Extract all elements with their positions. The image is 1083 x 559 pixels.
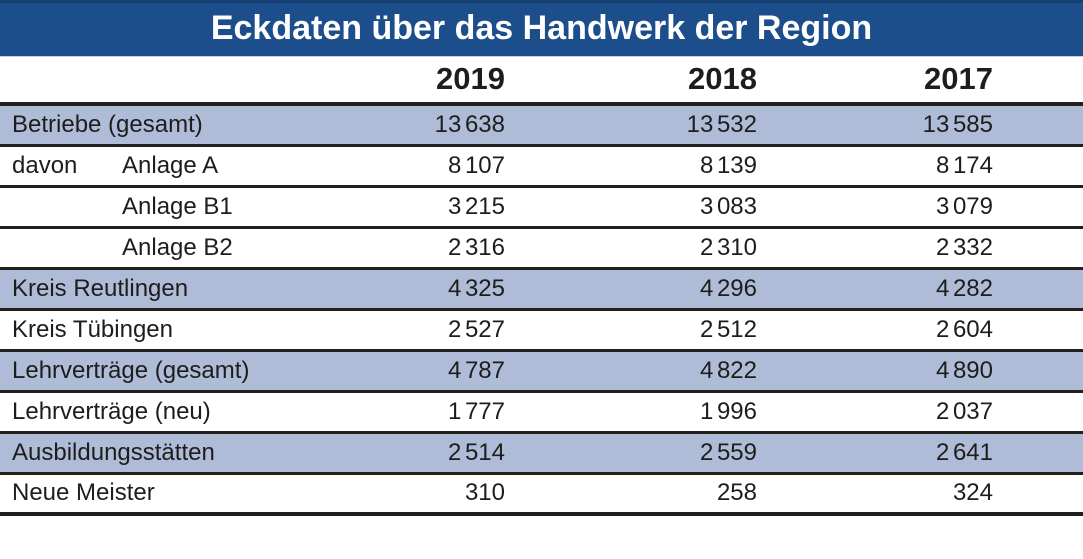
row-label: Anlage B1	[122, 192, 233, 220]
cell-2019: 2 527	[447, 315, 505, 343]
cell-2017: 2 332	[935, 233, 993, 261]
cell-2018: 2 559	[699, 438, 757, 466]
table-row-neue-meister: Neue Meister 310 258 324	[0, 473, 1083, 514]
header-spacer	[0, 57, 355, 104]
row-label: Anlage A	[122, 151, 219, 179]
cell-2017: 3 079	[935, 192, 993, 220]
cell-2019: 13 638	[434, 110, 505, 138]
cell-2019: 8 107	[447, 151, 505, 179]
cell-2018: 1 996	[699, 397, 757, 425]
cell-2018: 13 532	[686, 110, 757, 138]
table-row-kreis-tuebingen: Kreis Tübingen 2 527 2 512 2 604	[0, 309, 1083, 350]
cell-2019: 2 514	[447, 438, 505, 466]
cell-2017: 2 641	[935, 438, 993, 466]
cell-2019: 4 325	[447, 274, 505, 302]
table-row-lehrvertraege-neu: Lehrverträge (neu) 1 777 1 996 2 037	[0, 391, 1083, 432]
table-row-anlage-a: davon Anlage A 8 107 8 139 8 174	[0, 145, 1083, 186]
row-label: Anlage B2	[122, 233, 233, 261]
cell-2018: 8 139	[699, 151, 757, 179]
row-prefix-empty	[0, 186, 110, 227]
table-row-ausbildungsstaetten: Ausbildungsstätten 2 514 2 559 2 641	[0, 432, 1083, 473]
year-header-2018: 2018	[688, 60, 757, 96]
cell-2017: 13 585	[922, 110, 993, 138]
key-data-table: 2019 2018 2017 Betriebe (gesamt) 13 638 …	[0, 57, 1083, 516]
cell-2017: 2 037	[935, 397, 993, 425]
cell-2019: 3 215	[447, 192, 505, 220]
cell-2019: 4 787	[447, 356, 505, 384]
table-row-lehrvertraege-gesamt: Lehrverträge (gesamt) 4 787 4 822 4 890	[0, 350, 1083, 391]
cell-2017: 8 174	[935, 151, 993, 179]
row-label: Lehrverträge (neu)	[12, 397, 211, 425]
figure-title: Eckdaten über das Handwerk der Region	[210, 9, 873, 47]
row-prefix-davon: davon	[12, 151, 78, 179]
cell-2018: 2 310	[699, 233, 757, 261]
table-row-betriebe-gesamt: Betriebe (gesamt) 13 638 13 532 13 585	[0, 104, 1083, 145]
cell-2017: 4 890	[935, 356, 993, 384]
cell-2019: 310	[464, 479, 505, 507]
row-label: Lehrverträge (gesamt)	[12, 356, 250, 384]
row-label: Betriebe (gesamt)	[12, 110, 203, 138]
cell-2019: 2 316	[447, 233, 505, 261]
year-header-row: 2019 2018 2017	[0, 57, 1083, 104]
cell-2018: 258	[716, 479, 757, 507]
row-label: Neue Meister	[12, 479, 155, 507]
row-label: Kreis Reutlingen	[12, 274, 189, 302]
table-header-row: 2019 2018 2017	[0, 57, 1083, 104]
cell-2017: 2 604	[935, 315, 993, 343]
cell-2018: 2 512	[699, 315, 757, 343]
title-banner: Eckdaten über das Handwerk der Region	[0, 0, 1083, 57]
table-row-anlage-b2: Anlage B2 2 316 2 310 2 332	[0, 227, 1083, 268]
row-label: Kreis Tübingen	[12, 315, 173, 343]
year-header-2017: 2017	[924, 60, 993, 96]
row-label: Ausbildungsstätten	[12, 438, 215, 466]
cell-2017: 4 282	[935, 274, 993, 302]
cell-2019: 1 777	[447, 397, 505, 425]
cell-2018: 4 296	[699, 274, 757, 302]
cell-2018: 4 822	[699, 356, 757, 384]
table-row-anlage-b1: Anlage B1 3 215 3 083 3 079	[0, 186, 1083, 227]
year-header-2019: 2019	[436, 60, 505, 96]
cell-2018: 3 083	[699, 192, 757, 220]
row-prefix-empty	[0, 227, 110, 268]
table-row-kreis-reutlingen: Kreis Reutlingen 4 325 4 296 4 282	[0, 268, 1083, 309]
cell-2017: 324	[952, 479, 993, 507]
